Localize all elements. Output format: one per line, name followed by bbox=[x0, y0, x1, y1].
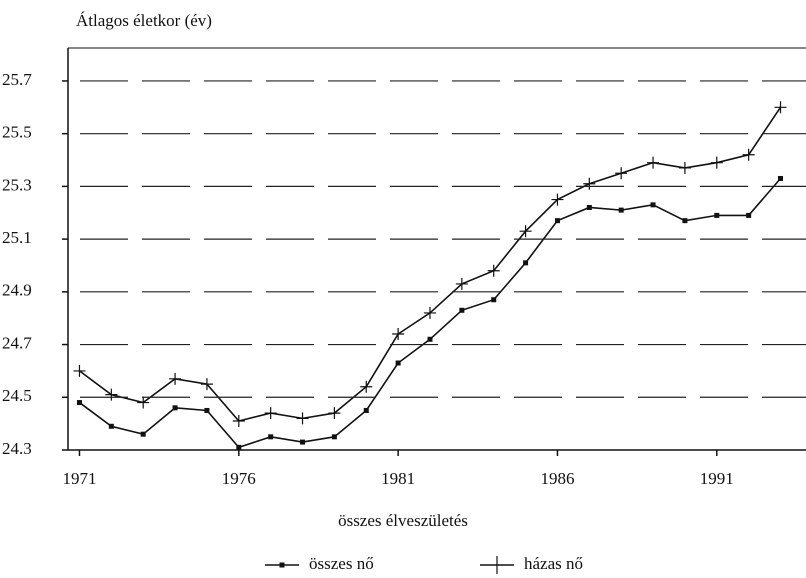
point bbox=[105, 388, 118, 401]
point bbox=[714, 212, 720, 218]
point bbox=[551, 193, 564, 206]
y-tick-label: 25.5 bbox=[2, 123, 32, 142]
x-axis-title: összes élveszületés bbox=[338, 511, 468, 530]
point bbox=[742, 148, 755, 161]
point bbox=[427, 336, 433, 342]
legend-marker bbox=[279, 562, 285, 568]
y-tick-label: 25.1 bbox=[2, 228, 32, 247]
point bbox=[232, 415, 245, 428]
point bbox=[459, 307, 465, 313]
point bbox=[583, 177, 596, 190]
point bbox=[300, 439, 306, 445]
point bbox=[682, 218, 688, 224]
point bbox=[519, 225, 532, 238]
point bbox=[296, 412, 309, 425]
point bbox=[108, 423, 114, 429]
point bbox=[204, 407, 210, 413]
x-tick-label: 1981 bbox=[381, 469, 415, 488]
point bbox=[586, 204, 592, 210]
point bbox=[328, 407, 341, 420]
point bbox=[615, 167, 628, 180]
point bbox=[774, 101, 787, 114]
point bbox=[268, 434, 274, 440]
point bbox=[487, 264, 500, 277]
x-tick-label: 1971 bbox=[62, 469, 96, 488]
point bbox=[392, 328, 405, 341]
point bbox=[778, 175, 784, 181]
y-tick-label: 25.7 bbox=[2, 70, 32, 89]
point bbox=[264, 407, 277, 420]
point bbox=[746, 212, 752, 218]
point bbox=[554, 218, 560, 224]
point bbox=[172, 405, 178, 411]
point bbox=[710, 156, 723, 169]
point bbox=[618, 207, 624, 213]
x-tick-label: 1991 bbox=[700, 469, 734, 488]
point bbox=[360, 380, 373, 393]
point bbox=[423, 306, 436, 319]
y-tick-label: 25.3 bbox=[2, 175, 32, 194]
point bbox=[137, 396, 150, 409]
y-axis-title: Átlagos életkor (év) bbox=[76, 11, 212, 30]
point bbox=[73, 364, 86, 377]
y-tick-label: 24.9 bbox=[2, 281, 32, 300]
legend-label: összes nő bbox=[309, 554, 374, 573]
y-tick-label: 24.7 bbox=[2, 333, 32, 352]
point bbox=[678, 161, 691, 174]
point bbox=[395, 360, 401, 366]
point bbox=[140, 431, 146, 437]
point bbox=[76, 400, 82, 406]
point bbox=[363, 407, 369, 413]
point bbox=[647, 156, 660, 169]
legend-label: házas nő bbox=[524, 554, 583, 573]
point bbox=[236, 444, 242, 450]
x-tick-label: 1986 bbox=[540, 469, 574, 488]
series-line bbox=[78, 106, 782, 422]
point bbox=[650, 202, 656, 208]
point bbox=[455, 277, 468, 290]
plot-area bbox=[73, 101, 787, 450]
point bbox=[523, 260, 529, 266]
y-tick-label: 24.3 bbox=[2, 439, 32, 458]
point bbox=[331, 434, 337, 440]
point bbox=[169, 372, 182, 385]
x-tick-label: 1976 bbox=[222, 469, 256, 488]
point bbox=[491, 297, 497, 303]
y-tick-label: 24.5 bbox=[2, 386, 32, 405]
point bbox=[200, 378, 213, 391]
